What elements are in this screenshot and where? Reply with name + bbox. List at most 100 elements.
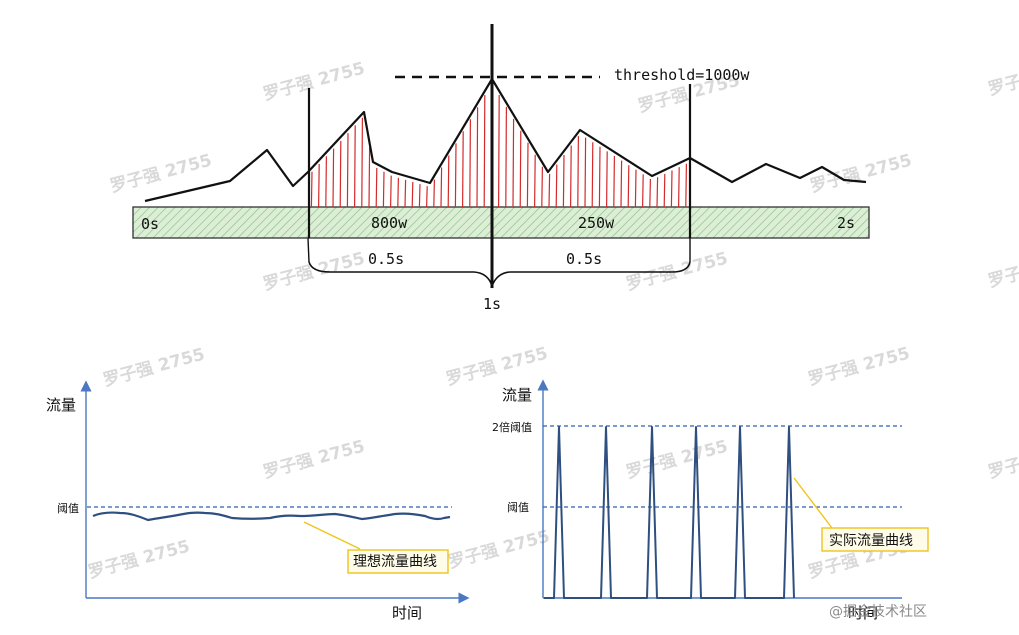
request-line (318, 163, 320, 208)
request-line (505, 106, 507, 208)
request-line (454, 143, 457, 208)
request-line (397, 177, 399, 208)
watermark: 罗子强 2755 (806, 344, 912, 390)
bar-label-0s: 0s (141, 215, 159, 233)
request-line (620, 160, 623, 208)
request-line (512, 118, 515, 208)
request-line (418, 184, 421, 208)
request-line (526, 142, 529, 208)
time-bar (132, 206, 870, 239)
bar-label-250w: 250w (578, 214, 615, 232)
watermark: 罗子强 2755 (986, 437, 1019, 483)
request-line (433, 179, 435, 208)
x-axis-label: 时间 (392, 604, 422, 622)
traffic-curve (144, 77, 867, 203)
request-line (541, 166, 543, 208)
x-axis-label: 时间 (848, 604, 878, 622)
double-threshold-label: 2倍阈值 (492, 420, 532, 434)
watermarks: 罗子强 2755 罗子强 2755 罗子强 2755 罗子强 2755 罗子强 … (86, 54, 1019, 583)
request-line (685, 163, 687, 208)
request-line (562, 154, 565, 208)
half-label-left: 0.5s (368, 250, 404, 268)
request-line (627, 165, 630, 208)
request-line (634, 169, 637, 208)
callout-pointer (793, 477, 833, 529)
request-line (534, 154, 536, 208)
watermark: 罗子强 2755 (624, 437, 730, 483)
bar-label-2s: 2s (837, 214, 855, 232)
threshold-label: threshold=1000w (614, 66, 750, 84)
callout-text: 实际流量曲线 (829, 533, 913, 549)
watermark: 罗子强 2755 (261, 59, 367, 105)
request-line (577, 136, 580, 208)
request-line (498, 94, 500, 208)
request-line (447, 155, 450, 208)
watermark: 罗子强 2755 (101, 345, 207, 391)
center-label: 1s (483, 295, 501, 313)
request-line (678, 167, 680, 208)
request-line (368, 147, 371, 208)
y-axis-label: 流量 (502, 386, 532, 404)
request-line (649, 178, 651, 208)
half-label-right: 0.5s (566, 250, 602, 268)
y-axis-label: 流量 (46, 396, 76, 414)
watermark: 罗子强 2755 (108, 151, 214, 197)
request-lines (310, 82, 687, 208)
watermark: 罗子强 2755 (986, 54, 1019, 100)
request-line (548, 173, 551, 208)
request-line (354, 125, 356, 208)
watermark: 罗子强 2755 (808, 151, 914, 197)
request-line (570, 145, 572, 208)
request-line (440, 167, 443, 208)
request-line (476, 107, 479, 208)
request-line (606, 151, 608, 208)
request-line (469, 119, 471, 208)
request-line (598, 146, 601, 208)
request-line (613, 155, 615, 208)
request-line (310, 171, 313, 208)
request-line (584, 137, 587, 208)
ideal-curve (92, 511, 451, 522)
bar-label-800w: 800w (371, 214, 408, 232)
watermark: 罗子强 2755 (261, 437, 367, 483)
one-second-brace (308, 261, 691, 289)
actual-curve (544, 426, 795, 599)
sliding-window-diagram: threshold=1000w 0s 800w 250w 2s 0.5s 0.5… (132, 24, 870, 313)
footer-credit: @掘金技术社区 (829, 604, 927, 620)
request-line (670, 170, 673, 208)
request-line (426, 186, 428, 208)
actual-traffic-chart: 流量 时间 2倍阈值 阈值 实际流量曲线 (492, 379, 929, 622)
request-line (390, 175, 392, 208)
request-line (325, 156, 327, 208)
callout-pointer (303, 521, 361, 550)
ideal-traffic-chart: 流量 时间 阈值 理想流量曲线 (46, 380, 470, 622)
callout-box (821, 527, 929, 552)
threshold-label: 阈值 (57, 501, 79, 515)
spike-path (544, 426, 795, 599)
left-tick (307, 237, 310, 263)
request-line (656, 177, 659, 208)
watermark: 罗子强 2755 (446, 527, 552, 573)
request-line (483, 95, 486, 208)
request-line (382, 171, 385, 208)
request-line (663, 173, 666, 208)
watermark: 罗子强 2755 (986, 246, 1019, 292)
callout-text: 理想流量曲线 (353, 554, 437, 570)
request-line (591, 142, 594, 208)
request-line (411, 181, 414, 208)
request-line (332, 148, 335, 208)
threshold-label: 阈值 (507, 500, 529, 514)
callout-box (347, 549, 449, 574)
request-line (404, 179, 407, 208)
watermark: 罗子强 2755 (86, 537, 192, 583)
request-line (555, 164, 558, 208)
request-line (462, 131, 464, 208)
request-line (361, 117, 363, 208)
watermark: 罗子强 2755 (444, 344, 550, 390)
request-line (339, 140, 342, 208)
request-line (346, 133, 349, 208)
request-line (375, 167, 378, 208)
request-line (519, 130, 522, 208)
request-line (642, 174, 644, 208)
